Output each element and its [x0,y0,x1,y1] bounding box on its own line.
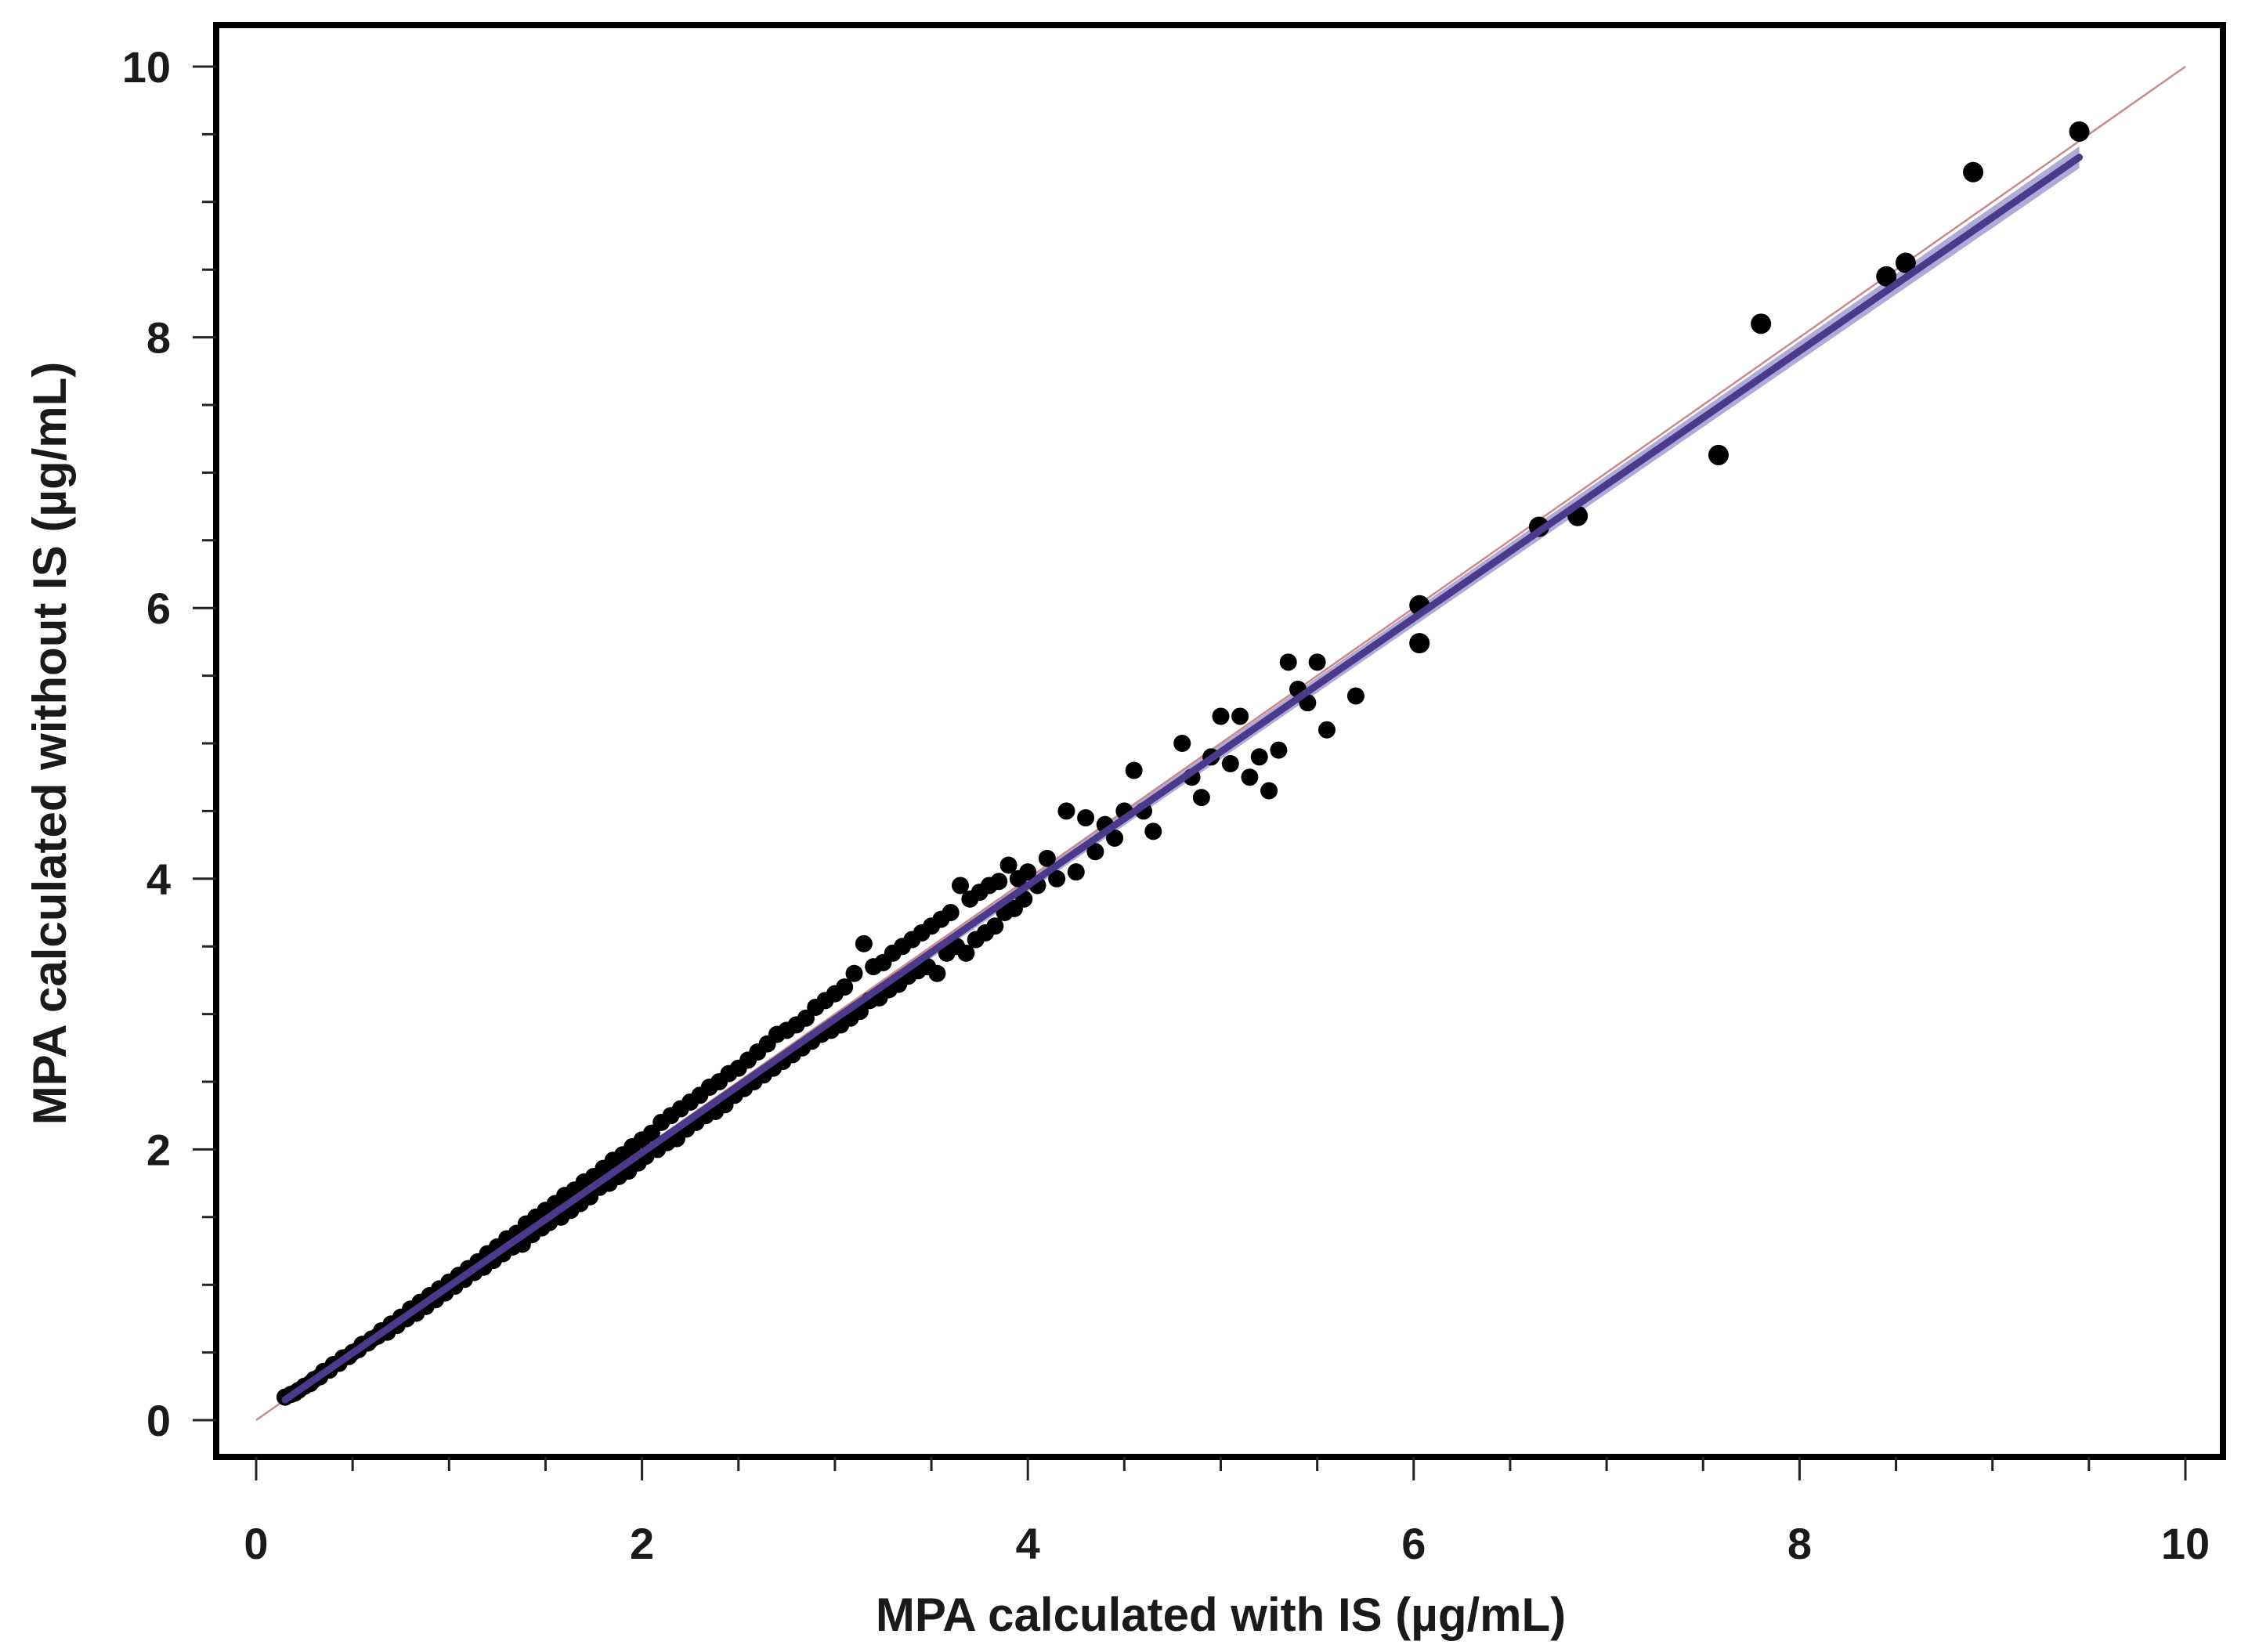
data-point [1231,707,1249,725]
data-point [845,964,863,982]
x-tick-label: 6 [1401,1519,1426,1568]
data-point [2069,121,2090,142]
data-point [1963,161,1984,183]
data-point [1086,843,1104,861]
data-point [1270,741,1288,759]
data-point [1038,849,1056,867]
x-tick-label: 10 [2161,1519,2210,1568]
fit-line [281,154,2084,1404]
data-point [1144,822,1162,840]
x-tick-label: 2 [630,1519,654,1568]
data-point [957,944,975,962]
data-point [986,917,1004,935]
x-tick-label: 0 [244,1519,268,1568]
y-tick-label: 10 [122,42,171,92]
data-point [1346,687,1364,705]
data-point [999,856,1017,874]
data-point [1895,252,1916,273]
data-point [1048,869,1066,887]
data-point [1019,863,1037,881]
data-point [836,978,854,996]
data-point [1192,789,1210,807]
data-point [1212,707,1230,725]
y-tick-label: 0 [146,1396,171,1445]
x-tick-label: 4 [1016,1519,1040,1568]
data-point [1125,761,1143,779]
x-axis-title: MPA calculated with IS (µg/mL) [876,1589,1566,1641]
data-point [1751,313,1772,334]
data-point [1106,829,1124,847]
data-point [990,873,1008,891]
data-point [855,934,873,953]
fit-line-layer [281,154,2084,1404]
data-point [951,877,969,895]
data-point [1250,748,1268,766]
data-point [1708,444,1729,465]
data-point [1067,863,1085,881]
data-point [1260,782,1278,800]
data-point [1317,721,1336,739]
data-point [1173,735,1191,752]
data-point [1308,653,1326,671]
y-tick-label: 4 [146,855,171,904]
points-layer [276,121,2090,1406]
y-tick-label: 8 [146,313,171,363]
data-point [1409,633,1430,654]
data-point [1241,768,1259,786]
data-point [928,964,946,982]
data-point [1876,266,1897,287]
axes-layer: 0 2 4 6 8 10 0 2 4 6 8 10 [122,42,2210,1568]
data-point [1221,754,1239,772]
data-point [1077,809,1095,827]
data-point [942,904,960,921]
data-point [1057,802,1075,820]
y-tick-label: 2 [146,1125,171,1174]
data-point [1279,653,1297,671]
y-tick-label: 6 [146,584,171,633]
y-axis-title: MPA calculated without IS (µg/mL) [23,362,76,1126]
x-tick-label: 8 [1787,1519,1812,1568]
